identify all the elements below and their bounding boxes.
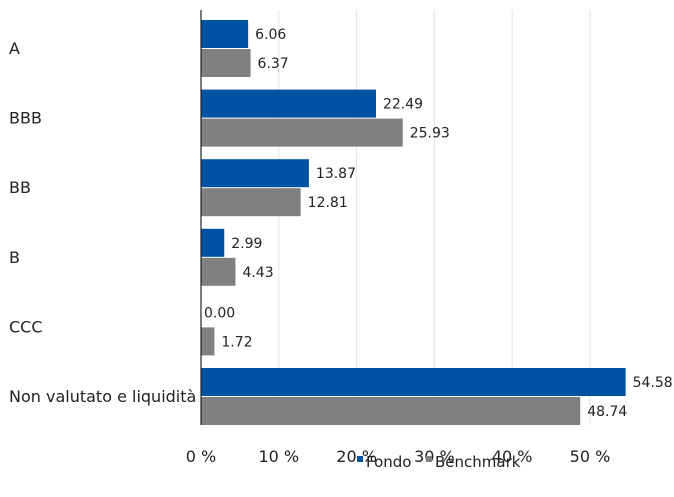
category-label: Non valutato e liquidità [9,387,196,406]
legend-swatch-fondo [357,456,363,462]
bar-benchmark [201,49,251,77]
legend-label-fondo: Fondo [366,453,411,471]
data-label: 6.06 [255,27,286,43]
data-label: 22.49 [383,97,423,113]
legend-swatch-benchmark [426,456,432,462]
data-label: 4.43 [242,265,273,281]
bar-fondo [201,89,376,118]
legend-label-benchmark: Benchmark [435,453,521,471]
category-label: BBB [9,109,42,128]
category-label: BB [9,178,31,197]
bar-fondo [201,20,249,48]
x-tick-label: 20 % [336,447,377,466]
gridlines [278,10,591,425]
data-label: 54.58 [633,375,673,391]
x-tick-label: 40 % [492,447,533,466]
x-tick-label: 0 % [186,447,216,466]
bars [201,20,626,425]
data-label: 13.87 [316,166,356,182]
data-label: 12.81 [308,195,348,211]
data-label: 6.37 [258,56,289,72]
value-labels: 6.06 6.37 22.49 25.93 13.87 12.81 2.99 4.43 0.00… [204,27,673,420]
x-tick-label: 10 % [258,447,299,466]
x-tick-labels: 0 % 10 % 20 % 30 % 40 % 50 % [186,447,611,466]
bar-benchmark [201,188,301,217]
category-label: A [9,39,20,58]
legend: Fondo Benchmark [357,453,521,471]
bar-fondo [201,228,225,257]
x-tick-label: 50 % [570,447,611,466]
bar-benchmark [201,397,581,425]
category-label: B [9,248,20,267]
data-label: 2.99 [231,236,262,252]
data-label: 48.74 [587,404,627,420]
bar-fondo [201,368,626,396]
category-label: CCC [9,317,43,336]
bar-benchmark [201,327,215,356]
data-label: 1.72 [221,334,252,350]
x-tick-label: 30 % [414,447,455,466]
bar-benchmark [201,257,236,286]
bar-benchmark [201,118,403,147]
data-label: 25.93 [410,126,450,142]
bar-fondo [201,159,309,188]
data-label: 0.00 [204,305,235,321]
